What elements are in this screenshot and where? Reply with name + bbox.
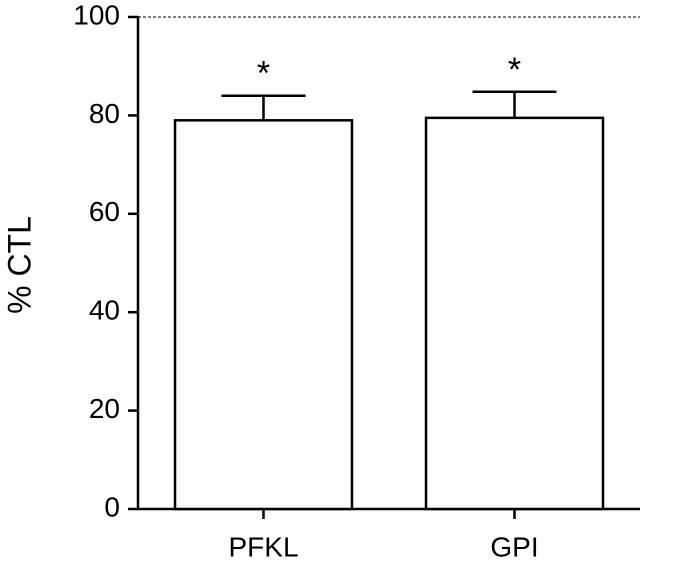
y-tick-label: 0 <box>104 491 120 522</box>
significance-marker: * <box>257 55 270 93</box>
x-tick-label: GPI <box>490 531 538 562</box>
y-tick-label: 100 <box>73 0 120 30</box>
x-tick-label: PFKL <box>228 531 298 562</box>
y-tick-label: 20 <box>89 393 120 424</box>
y-tick-label: 60 <box>89 196 120 227</box>
bar <box>173 119 354 511</box>
y-tick-label: 40 <box>89 295 120 326</box>
y-tick-label: 80 <box>89 98 120 129</box>
y-axis-label: % CTL <box>1 216 37 314</box>
significance-marker: * <box>508 51 521 89</box>
bar <box>424 116 605 511</box>
